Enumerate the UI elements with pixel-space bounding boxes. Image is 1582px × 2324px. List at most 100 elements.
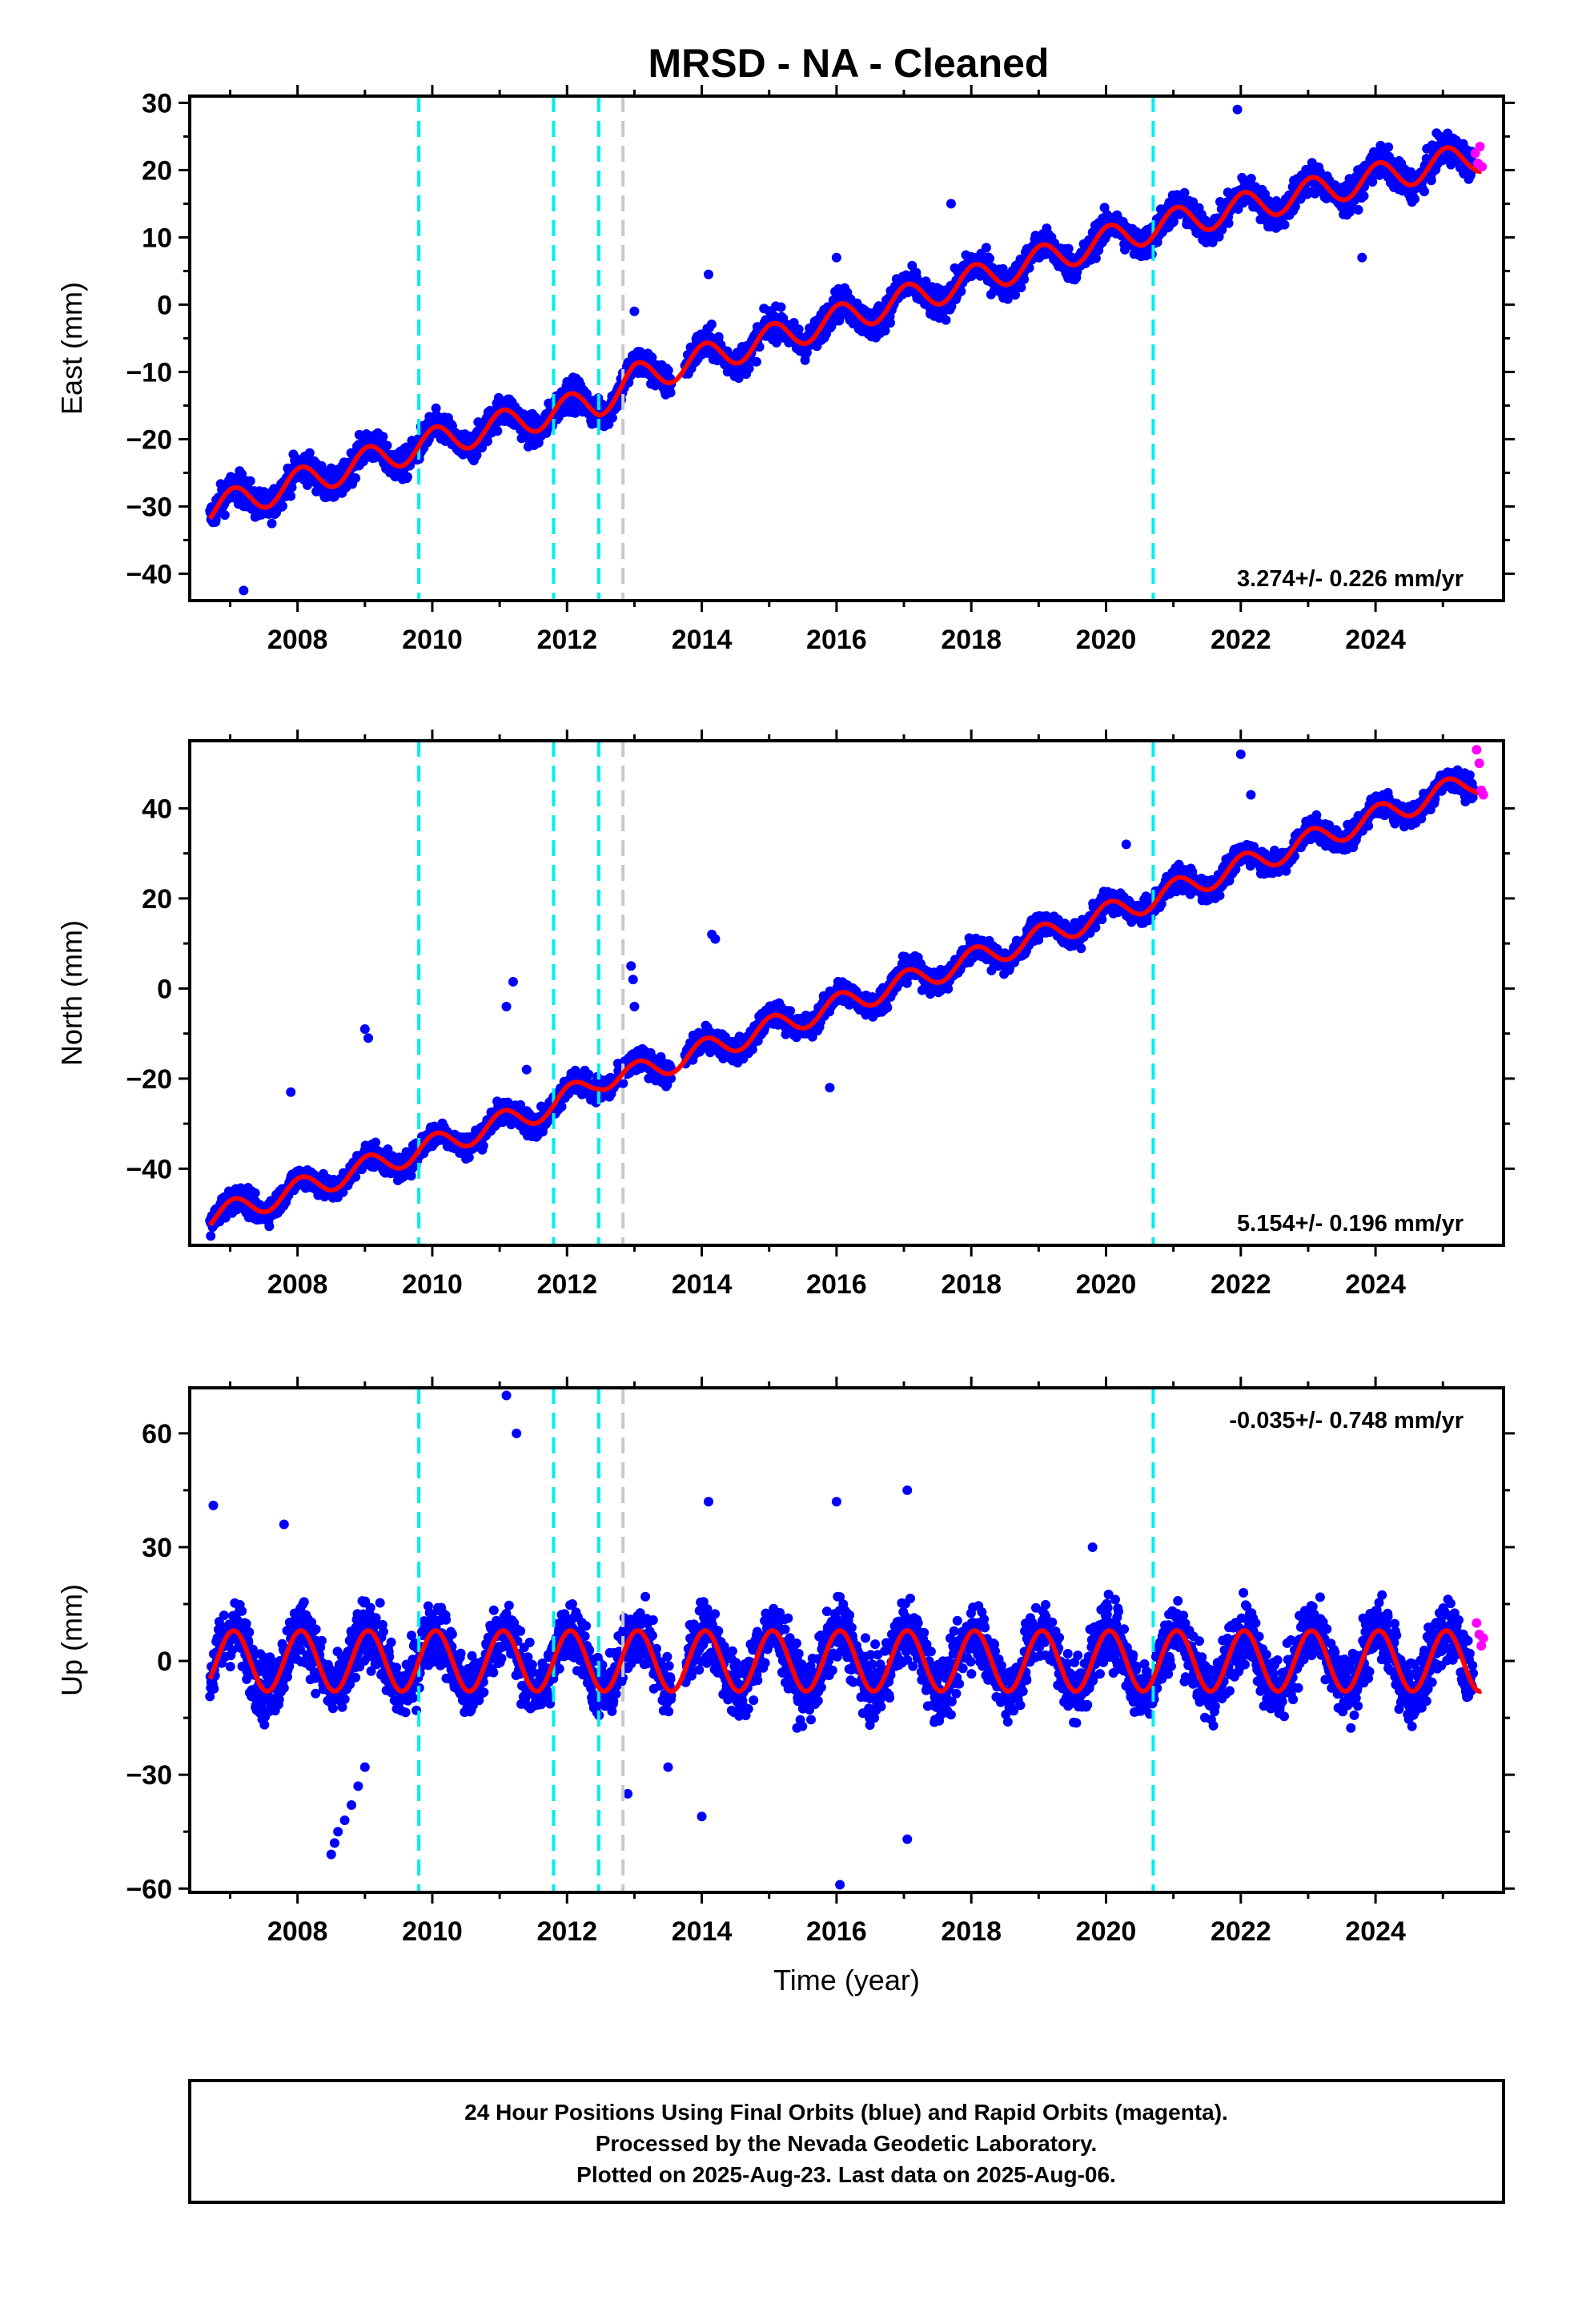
east-y-axis-label: East (mm) xyxy=(55,282,88,415)
east-rapid-orbit-point-0 xyxy=(1470,148,1480,159)
north-x-tick-label: 2018 xyxy=(941,1269,1002,1300)
panel-north: 2008 2010 2012 2014 2016 2018 2020 2022 2024 40 20… xyxy=(55,730,1515,1300)
up-outlier-point-11 xyxy=(703,1497,713,1507)
footer-line-2: Processed by the Nevada Geodetic Laborat… xyxy=(596,2131,1098,2156)
panel-up: 2008 2010 2012 2014 2016 2018 2020 2022 2024 60 30… xyxy=(55,1377,1515,1996)
north-outlier-point-13 xyxy=(1235,749,1246,759)
north-plot-area xyxy=(205,741,1488,1245)
up-outlier-point-18 xyxy=(623,1788,632,1799)
up-rapid-orbit-point-3 xyxy=(1478,1633,1488,1643)
east-model-fit-line xyxy=(207,145,1482,521)
footer-box: 24 Hour Positions Using Final Orbits (bl… xyxy=(188,2079,1505,2204)
up-rapid-orbit-point-2 xyxy=(1476,1641,1487,1651)
north-x-tick-label: 2022 xyxy=(1211,1269,1271,1300)
east-plot-area xyxy=(205,96,1488,601)
north-outlier-point-4 xyxy=(501,1001,512,1011)
east-rapid-orbit-point-2 xyxy=(1475,142,1485,151)
north-rate-label: 5.154+/- 0.196 mm/yr xyxy=(1237,1211,1464,1236)
north-rapid-orbit-point-1 xyxy=(1474,758,1484,769)
east-outlier-point-6 xyxy=(703,269,713,279)
east-y-tick-label: −20 xyxy=(126,424,172,455)
up-plot-area xyxy=(205,1388,1488,1892)
north-outlier-point-15 xyxy=(1121,839,1131,850)
up-outlier-point-6 xyxy=(346,1800,356,1811)
east-outlier-point-4 xyxy=(629,306,640,316)
east-rate-label: 3.274+/- 0.226 mm/yr xyxy=(1237,566,1464,592)
north-x-tick-label: 2010 xyxy=(402,1269,463,1300)
up-rapid-orbit-point-0 xyxy=(1472,1618,1482,1628)
up-outlier-point-7 xyxy=(353,1781,363,1791)
north-x-tick-label: 2012 xyxy=(536,1269,597,1300)
footer-line-1: 24 Hour Positions Using Final Orbits (bl… xyxy=(464,2100,1228,2125)
north-x-tick-label: 2016 xyxy=(806,1269,867,1300)
north-outlier-point-2 xyxy=(363,1033,374,1043)
up-outlier-point-14 xyxy=(835,1880,845,1890)
up-outlier-point-10 xyxy=(512,1428,522,1438)
north-y-tick-label: 40 xyxy=(142,794,172,824)
east-x-tick-label: 2018 xyxy=(941,625,1002,655)
north-outlier-point-0 xyxy=(286,1087,296,1097)
north-outlier-point-12 xyxy=(986,965,997,975)
north-outlier-point-14 xyxy=(1246,790,1256,800)
north-model-fit-line xyxy=(207,776,1482,1227)
north-y-axis-label: North (mm) xyxy=(55,920,88,1066)
north-outlier-point-7 xyxy=(628,975,638,985)
east-x-tick-label: 2022 xyxy=(1211,625,1271,655)
east-x-tick-label: 2020 xyxy=(1076,625,1137,655)
up-x-tick-label: 2024 xyxy=(1345,1916,1406,1947)
east-final-orbit-points xyxy=(205,128,1479,529)
up-y-tick-label: 60 xyxy=(142,1419,172,1449)
up-outlier-point-2 xyxy=(326,1849,336,1860)
panel-east: 2008 2010 2012 2014 2016 2018 2020 2022 20243020… xyxy=(55,85,1515,655)
up-outlier-point-16 xyxy=(902,1834,913,1844)
east-x-tick-label: 2016 xyxy=(806,625,867,655)
up-model-fit-line xyxy=(207,1628,1483,1694)
east-outlier-point-0 xyxy=(239,585,249,596)
east-outlier-point-5 xyxy=(1357,252,1367,263)
up-outlier-point-5 xyxy=(339,1815,350,1825)
east-x-tick-label: 2010 xyxy=(402,625,463,655)
north-outlier-point-3 xyxy=(508,976,518,987)
up-x-tick-label: 2022 xyxy=(1211,1916,1271,1947)
east-x-tick-label: 2024 xyxy=(1345,625,1406,655)
panels: 2008 2010 2012 2014 2016 2018 2020 2022 2024 30 20… xyxy=(55,85,1515,1996)
up-y-tick-label: 0 xyxy=(157,1647,172,1677)
east-y-tick-label: −10 xyxy=(126,357,172,388)
north-x-tick-label: 2014 xyxy=(672,1269,733,1300)
east-x-tick-label: 2008 xyxy=(267,625,328,655)
up-final-orbit-points xyxy=(205,1587,1479,1733)
north-x-tick-label: 2024 xyxy=(1345,1269,1406,1300)
north-outlier-point-6 xyxy=(626,961,636,971)
up-x-axis-label: Time (year) xyxy=(773,1964,920,1996)
up-outlier-point-1 xyxy=(279,1519,289,1530)
up-x-tick-label: 2016 xyxy=(806,1916,867,1947)
up-y-tick-label: −60 xyxy=(126,1874,172,1904)
up-outlier-point-17 xyxy=(1087,1542,1098,1552)
up-x-tick-label: 2008 xyxy=(267,1916,328,1947)
up-outlier-point-12 xyxy=(697,1811,707,1822)
figure-title: MRSD - NA - Cleaned xyxy=(648,41,1050,86)
up-rate-label: -0.035+/- 0.748 mm/yr xyxy=(1229,1408,1464,1433)
north-outlier-point-11 xyxy=(825,1083,835,1093)
north-rapid-orbit-point-0 xyxy=(1472,745,1482,755)
up-outlier-point-19 xyxy=(663,1762,673,1772)
east-y-tick-label: −30 xyxy=(126,492,172,522)
east-frame xyxy=(188,94,1505,602)
up-x-tick-label: 2018 xyxy=(941,1916,1002,1947)
north-y-tick-label: −20 xyxy=(126,1064,172,1095)
north-frame xyxy=(188,739,1505,1247)
east-x-tick-label: 2014 xyxy=(672,625,733,655)
north-x-tick-label: 2020 xyxy=(1076,1269,1137,1300)
east-outlier-point-1 xyxy=(1232,104,1243,115)
up-x-tick-label: 2010 xyxy=(402,1916,463,1947)
east-rapid-orbit-point-3 xyxy=(1477,162,1488,172)
up-frame xyxy=(188,1386,1505,1894)
up-outlier-point-13 xyxy=(831,1497,841,1507)
up-y-tick-label: 30 xyxy=(142,1533,172,1563)
east-y-tick-label: 20 xyxy=(142,155,172,186)
north-x-tick-label: 2008 xyxy=(267,1269,328,1300)
east-y-tick-label: 0 xyxy=(157,290,172,320)
footer-line-3: Plotted on 2025-Aug-23. Last data on 202… xyxy=(576,2162,1116,2187)
up-x-tick-label: 2012 xyxy=(536,1916,597,1947)
north-outlier-point-10 xyxy=(710,934,721,944)
